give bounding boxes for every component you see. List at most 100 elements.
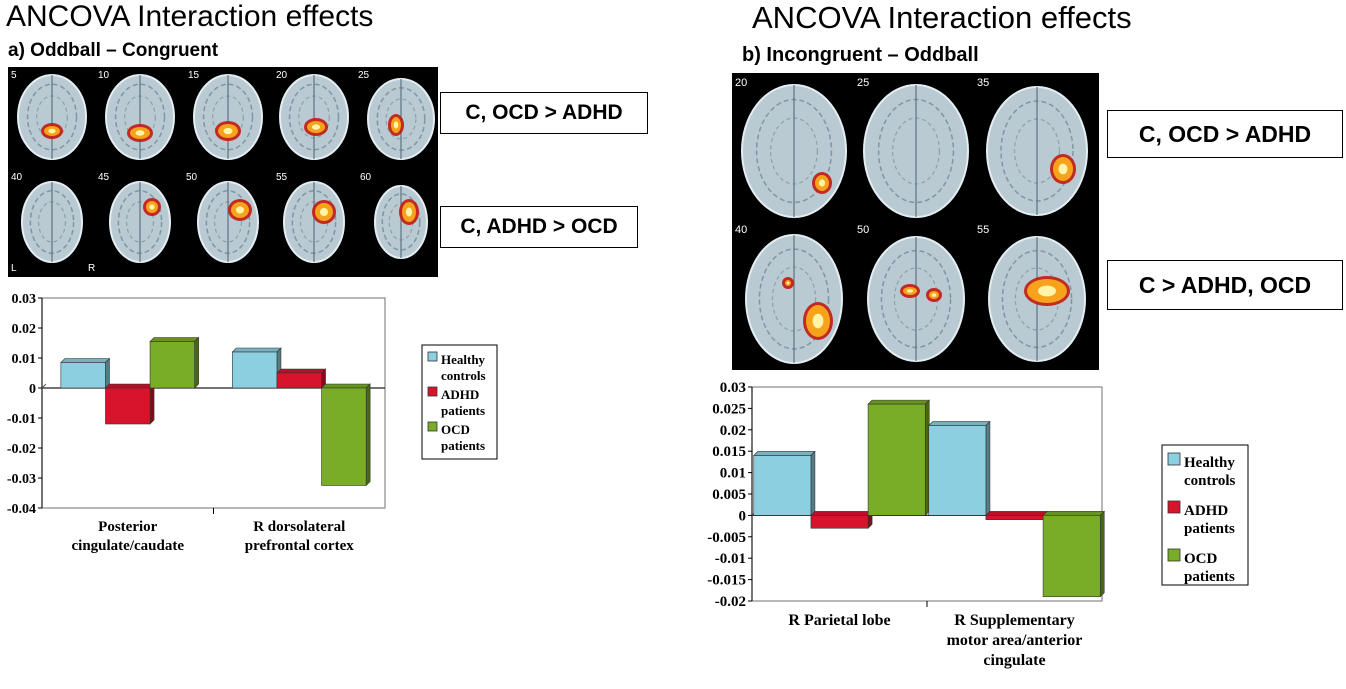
panel-b-main-title: ANCOVA Interaction effects <box>752 0 1132 35</box>
legend-label: patients <box>1184 521 1235 537</box>
brain-gyri <box>114 83 166 151</box>
zero-line-depth <box>41 383 47 389</box>
bar-side <box>810 450 816 517</box>
y-tick-label: -0.02 <box>715 594 746 610</box>
bar-top <box>104 383 155 389</box>
bar-top <box>1042 511 1105 516</box>
contrast-label-box: C, OCD > ADHD <box>1107 110 1343 158</box>
orientation-right-label: R <box>88 263 96 274</box>
bar-side <box>985 420 991 517</box>
slice-label: 20 <box>735 77 748 89</box>
bar <box>1042 515 1101 598</box>
contrast-label-box: C > ADHD, OCD <box>1107 260 1343 310</box>
contrast-label-box: C, ADHD > OCD <box>440 206 638 248</box>
orientation-left-label: L <box>11 263 17 274</box>
activation-blob <box>1038 285 1056 297</box>
category-label: prefrontal cortex <box>245 538 354 554</box>
y-tick-label: 0.005 <box>712 487 746 503</box>
bar-side <box>1099 510 1105 598</box>
legend-swatch <box>427 351 438 362</box>
category-label: R Supplementary <box>954 612 1074 629</box>
bar-top <box>276 368 327 374</box>
bar <box>985 515 1044 520</box>
bar <box>321 387 367 486</box>
bar-top <box>810 511 873 516</box>
bar-side <box>365 383 371 487</box>
activation-blob <box>931 293 937 297</box>
brain-gyri <box>202 83 254 151</box>
y-tick-label: 0.015 <box>712 444 746 460</box>
activation-blob <box>393 121 399 129</box>
bar <box>928 425 987 516</box>
activation-blob <box>48 128 56 134</box>
legend-swatch <box>427 386 438 397</box>
y-tick-label: -0.01 <box>715 551 746 567</box>
chart-a: 0.03 0.02 0.01 0 -0.01 -0.02 -0.03 -0.04 Posteri… <box>7 292 498 554</box>
bar <box>60 362 106 389</box>
y-tick-label: 0.025 <box>712 401 746 417</box>
legend-swatch <box>427 421 438 432</box>
slice-label: 40 <box>735 224 748 236</box>
slice-label: 55 <box>977 224 990 236</box>
brain-gyri <box>26 83 78 151</box>
legend-box <box>421 344 498 460</box>
bar-top <box>753 451 816 456</box>
bar <box>276 372 322 389</box>
slice-label: 25 <box>857 77 870 89</box>
activation-blob <box>818 179 826 187</box>
y-tick-label: 0.03 <box>12 292 37 307</box>
legend-box <box>1161 444 1249 586</box>
legend-label: ADHD <box>441 387 479 402</box>
y-tick-label: 0 <box>29 382 36 397</box>
y-tick-label: 0.01 <box>720 466 746 482</box>
panel-b-subtitle: b) Incongruent – Oddball <box>742 44 979 66</box>
legend-label: patients <box>1184 569 1235 585</box>
activation-blob <box>786 281 790 285</box>
slice-label: 20 <box>276 70 288 81</box>
bar-top <box>60 358 111 363</box>
legend-label: controls <box>1184 473 1236 489</box>
activation-blob <box>405 207 413 217</box>
panel-a-main-title: ANCOVA Interaction effects <box>6 0 374 33</box>
legend-label: Healthy <box>441 352 486 367</box>
bar-top <box>985 511 1048 516</box>
activation-blob <box>235 206 245 214</box>
activation-blob <box>135 130 145 136</box>
slice-label: 50 <box>857 224 870 236</box>
activation-blob <box>149 204 155 210</box>
legend-label: patients <box>441 403 485 418</box>
y-tick-label: -0.02 <box>7 442 36 457</box>
slice-label: 60 <box>360 172 372 183</box>
legend-swatch <box>1167 500 1181 514</box>
legend-label: controls <box>441 368 486 383</box>
slice-label: 25 <box>358 70 370 81</box>
brain-gyri <box>288 83 340 151</box>
bar <box>867 403 926 516</box>
y-tick-label: 0.02 <box>720 423 746 439</box>
y-tick-label: 0.01 <box>12 352 37 367</box>
chart-b: 0.03 0.025 0.02 0.015 0.01 0.005 0 -0.005 -0.01 -… <box>707 380 1249 669</box>
y-tick-label: -0.03 <box>7 472 36 487</box>
panel-b-brain-image: 20 25 35 40 50 55 <box>732 73 1099 370</box>
legend-swatch <box>1167 548 1181 562</box>
bar-top <box>867 399 930 405</box>
category-label: Posterior <box>98 519 157 535</box>
slice-label: 50 <box>186 172 198 183</box>
activation-blob <box>812 313 824 329</box>
bar-side <box>105 357 110 389</box>
bar-top <box>928 421 991 426</box>
category-label: R Parietal lobe <box>788 612 890 629</box>
brain-gyri <box>385 98 417 140</box>
slice-label: 40 <box>11 172 23 183</box>
legend-swatch <box>1167 452 1181 466</box>
contrast-label-box: C, OCD > ADHD <box>440 92 648 134</box>
activation-blob <box>311 124 321 130</box>
slice-label: 15 <box>188 70 200 81</box>
y-tick-label: -0.04 <box>7 502 36 517</box>
slice-label: 45 <box>98 172 110 183</box>
slice-label: 10 <box>98 70 110 81</box>
category-label: motor area/anterior <box>947 632 1083 649</box>
y-tick-label: -0.005 <box>707 530 746 546</box>
activation-blob <box>906 289 914 293</box>
bar <box>810 515 869 529</box>
